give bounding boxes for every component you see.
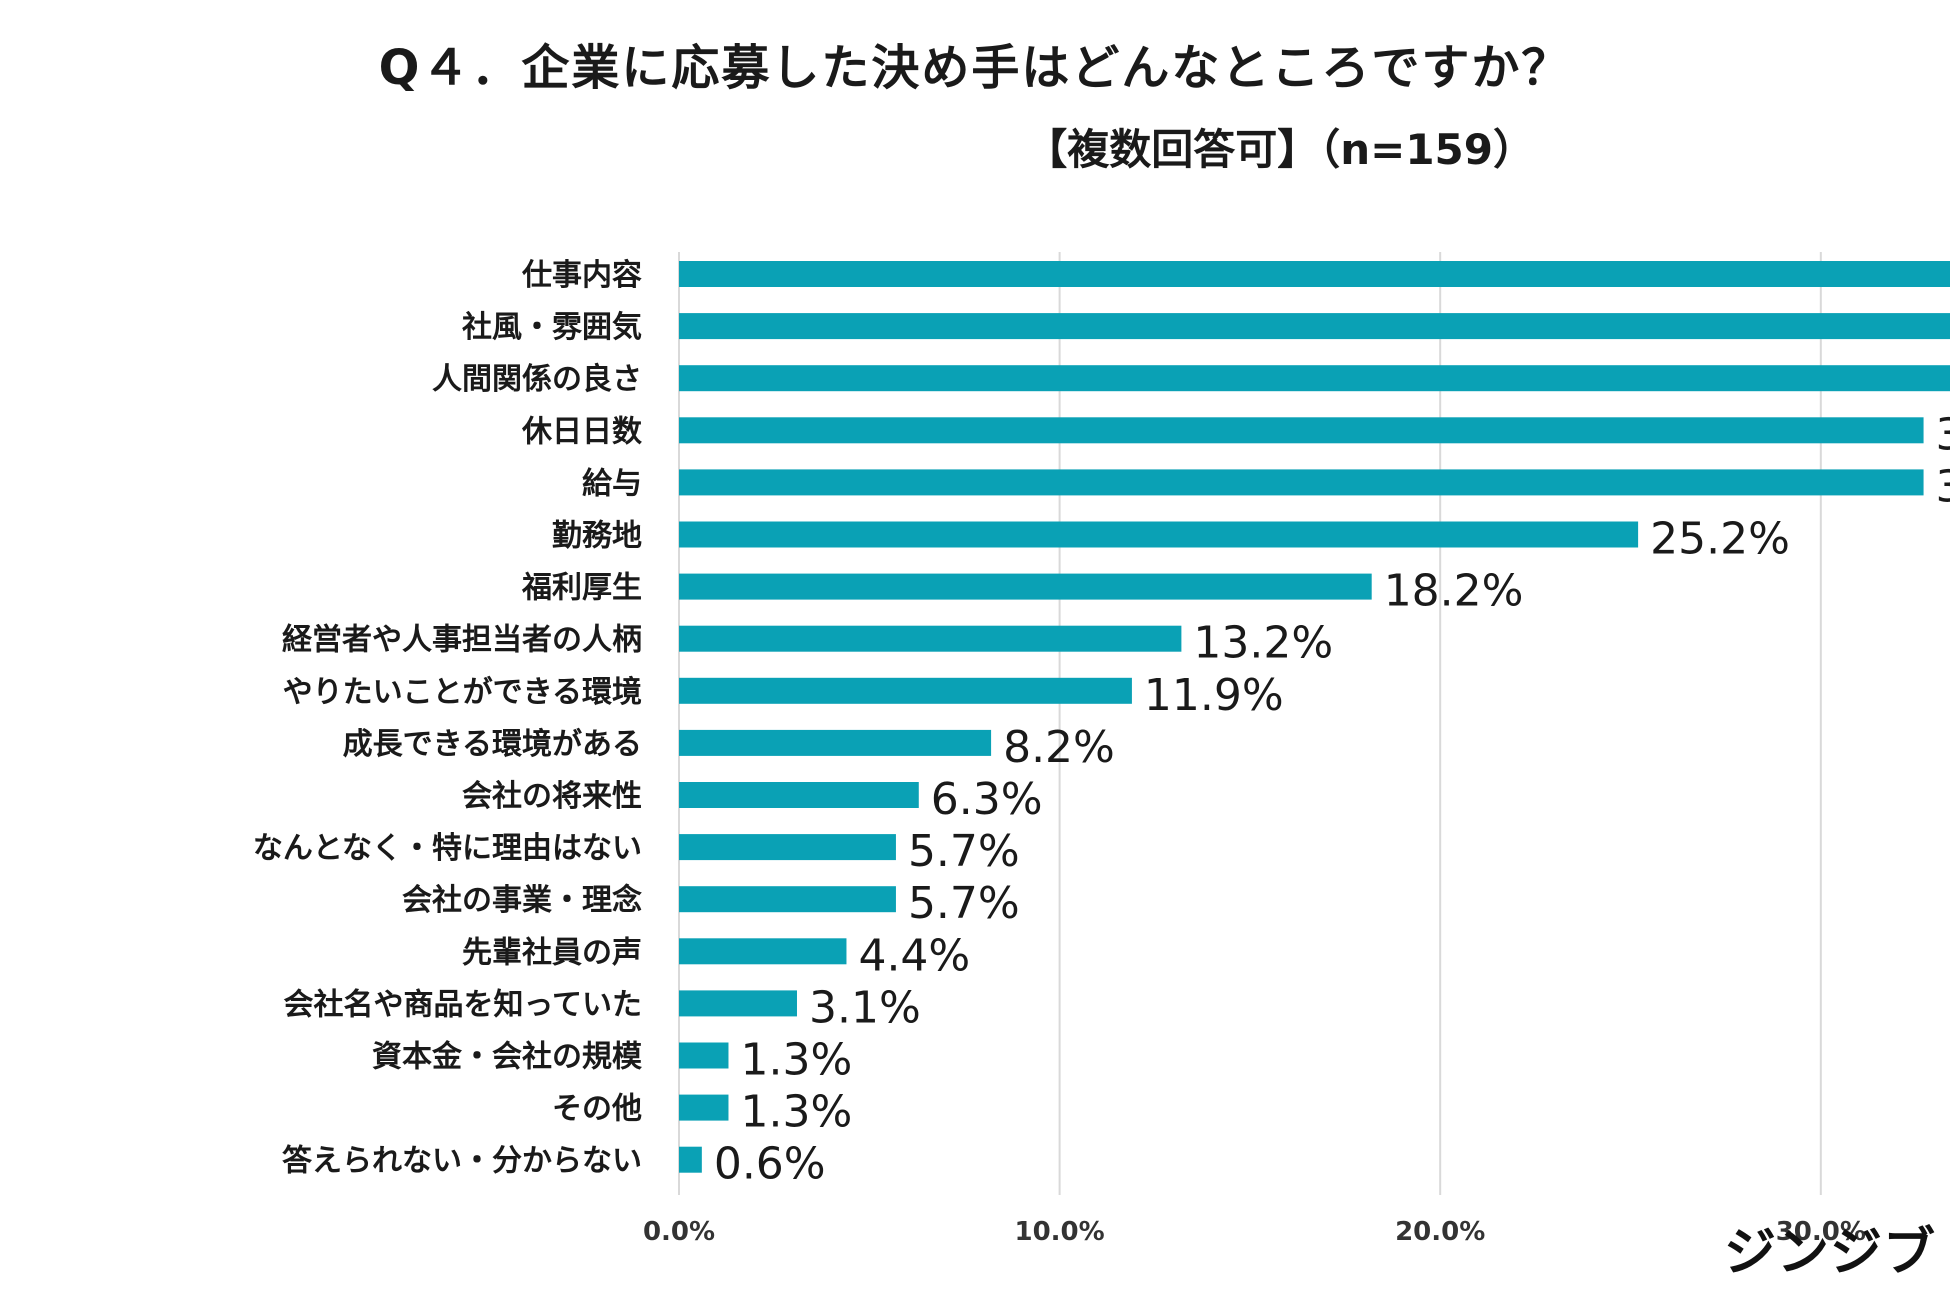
category-label: やりたいことができる環境 [283, 675, 642, 710]
bar [679, 365, 1950, 392]
bar [679, 469, 1924, 496]
data-label: 25.2% [1650, 514, 1790, 565]
category-label: 仕事内容 [521, 258, 642, 293]
category-label: 勤務地 [552, 519, 642, 554]
bar [679, 1094, 729, 1121]
bar [679, 521, 1639, 548]
data-label: 4.4% [858, 930, 970, 981]
bar [679, 1042, 729, 1069]
bar [679, 990, 797, 1017]
bar [679, 938, 847, 965]
category-label: 会社名や商品を知っていた [284, 987, 643, 1022]
data-label: 8.2% [1003, 722, 1115, 773]
data-label: 5.7% [908, 826, 1020, 877]
bar [679, 417, 1924, 444]
x-tick-label: 10.0% [1014, 1217, 1104, 1247]
category-label: 先輩社員の声 [462, 935, 642, 970]
category-label: 給与 [582, 466, 642, 501]
category-label: 成長できる環境がある [343, 727, 642, 762]
category-label: 社風・雰囲気 [462, 310, 642, 345]
category-label: なんとなく・特に理由はない [253, 831, 642, 866]
bar [679, 1146, 702, 1173]
x-tick-label: 30.0% [1776, 1217, 1866, 1247]
bar [679, 834, 896, 861]
data-label: 0.6% [714, 1139, 826, 1190]
category-label: 経営者や人事担当者の人柄 [282, 623, 642, 658]
data-label: 11.9% [1144, 670, 1284, 721]
x-tick-label: 20.0% [1395, 1217, 1485, 1247]
x-tick-label: 0.0% [643, 1217, 715, 1247]
category-label: 福利厚生 [521, 571, 642, 606]
data-label: 18.2% [1384, 566, 1524, 617]
chart-title: Q４．企業に応募した決め手はどんなところですか？ [378, 40, 1572, 96]
data-label: 32.7% [1936, 409, 1950, 460]
data-label: 1.3% [740, 1035, 852, 1086]
bar [679, 261, 1950, 287]
data-label: 1.3% [740, 1087, 852, 1138]
bar [679, 625, 1182, 652]
category-label: 答えられない・分からない [282, 1144, 642, 1179]
category-label: 休日日数 [521, 414, 643, 449]
category-label: 会社の将来性 [462, 779, 642, 814]
bar [679, 886, 896, 913]
category-label: 人間関係の良さ [432, 362, 642, 397]
bar [679, 729, 992, 756]
category-label: その他 [552, 1092, 642, 1127]
category-label: 会社の事業・理念 [402, 883, 642, 918]
data-label: 5.7% [908, 878, 1020, 929]
bar [679, 677, 1132, 704]
category-label: 資本金・会社の規模 [372, 1040, 642, 1075]
data-label: 3.1% [809, 982, 921, 1033]
chart-subtitle: 【複数回答可】（n=159） [1025, 125, 1535, 174]
brand-logo: ジンジブ [1723, 1223, 1936, 1283]
data-label: 6.3% [931, 774, 1043, 825]
bar [679, 573, 1372, 600]
data-label: 13.2% [1193, 618, 1333, 669]
bar [679, 313, 1950, 340]
data-label: 32.7% [1936, 461, 1950, 512]
bar [679, 782, 919, 808]
